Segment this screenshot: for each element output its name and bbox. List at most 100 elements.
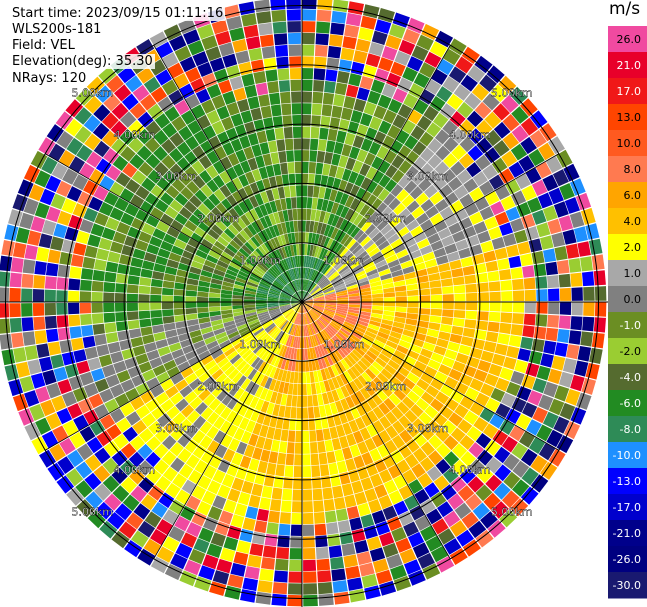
radar-gate (329, 255, 339, 266)
radar-gate (321, 392, 330, 405)
radar-gate (120, 443, 137, 459)
radar-gate (291, 395, 298, 407)
radar-gate (423, 105, 439, 122)
radar-gate (331, 153, 341, 166)
radar-gate (366, 268, 378, 277)
radar-gate (346, 433, 357, 447)
radar-gate (305, 324, 310, 337)
radar-gate (476, 466, 494, 484)
radar-gate (238, 390, 250, 404)
radar-gate (261, 485, 273, 499)
radar-gate (241, 264, 253, 273)
radar-gate (317, 276, 327, 286)
radar-gate (206, 543, 223, 558)
radar-gate (577, 346, 592, 362)
radar-gate (255, 155, 265, 169)
radar-gate (402, 329, 415, 338)
radar-gate (363, 101, 377, 116)
radar-gate (328, 545, 343, 558)
radar-gate (302, 302, 305, 313)
radar-gate (279, 302, 291, 305)
radar-gate (24, 244, 38, 260)
radar-gate (302, 372, 307, 384)
radar-gate (397, 208, 411, 221)
radar-gate (287, 162, 295, 174)
radar-gate (559, 302, 572, 315)
radar-gate (281, 290, 292, 297)
radar-gate (542, 411, 559, 429)
radar-gate (250, 273, 262, 281)
radar-gate (356, 250, 368, 261)
radar-gate (288, 44, 301, 56)
radar-gate (307, 348, 312, 360)
radar-gate (441, 235, 455, 247)
radar-gate (347, 368, 357, 380)
radar-gate (387, 98, 403, 114)
radar-gate (284, 286, 294, 295)
radar-gate (324, 367, 332, 380)
range-ring-label: 5.00km (72, 86, 114, 99)
radar-gate (302, 313, 305, 325)
radar-gate (222, 53, 238, 68)
radar-gate (331, 276, 342, 285)
radar-gate (479, 180, 494, 196)
radar-gate (329, 322, 340, 331)
radar-gate (163, 322, 176, 332)
radar-gate (275, 279, 285, 288)
radar-gate (593, 270, 606, 286)
radar-gate (377, 372, 389, 385)
radar-gate (483, 492, 501, 510)
radar-gate (127, 319, 140, 330)
radar-gate (457, 485, 475, 502)
radar-gate (82, 335, 96, 349)
radar-gate (120, 459, 137, 476)
radar-gate (291, 232, 296, 245)
radar-gate (390, 449, 404, 464)
radar-gate (523, 313, 536, 326)
radar-gate (193, 255, 206, 265)
radar-gate (346, 506, 360, 520)
radar-gate (295, 360, 299, 372)
radar-gate (187, 40, 205, 56)
radar-gate (308, 162, 317, 174)
radar-gate (302, 302, 310, 311)
radar-gate (431, 68, 448, 85)
radar-gate (267, 325, 278, 335)
radar-gate (271, 266, 280, 276)
radar-gate (451, 268, 464, 278)
radar-gate (343, 221, 353, 233)
radar-gate (110, 383, 125, 398)
radar-gate (110, 408, 125, 424)
radar-gate (174, 515, 191, 532)
radar-gate (279, 297, 291, 301)
radar-gate (243, 302, 256, 305)
radar-gate (227, 525, 242, 540)
radar-gate (210, 315, 222, 322)
radar-gate (272, 264, 282, 275)
radar-gate (278, 247, 285, 260)
radar-gate (457, 419, 473, 434)
radar-gate (276, 262, 285, 273)
radar-gate (217, 484, 231, 499)
radar-gate (244, 309, 257, 315)
radar-gate (498, 75, 517, 94)
radar-gate (34, 202, 50, 219)
radar-gate (333, 243, 343, 255)
radar-gate (417, 238, 430, 249)
radar-gate (303, 548, 316, 560)
radar-gate (73, 349, 87, 363)
radar-gate (105, 374, 120, 388)
radar-gate (341, 325, 353, 334)
radar-gate (233, 427, 245, 441)
radar-gate (214, 146, 227, 160)
radar-gate (325, 298, 337, 301)
radar-gate (316, 319, 326, 329)
radar-gate (315, 535, 328, 548)
radar-gate (285, 334, 292, 347)
radar-gate (294, 442, 302, 454)
radar-gate (345, 383, 355, 396)
radar-gate (343, 321, 355, 329)
radar-gate (503, 453, 520, 471)
radar-gate (170, 426, 185, 441)
radar-gate (232, 308, 245, 313)
